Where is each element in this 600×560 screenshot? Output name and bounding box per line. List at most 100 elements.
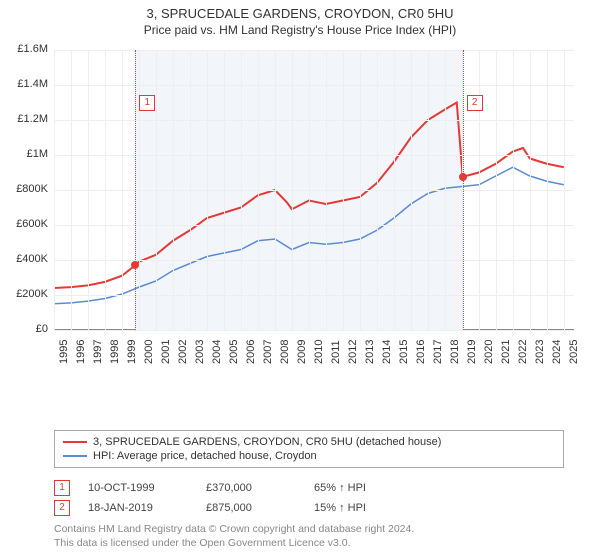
sale-hpi: 15% ↑ HPI [314, 502, 424, 514]
sales-row: 2 18-JAN-2019 £875,000 15% ↑ HPI [54, 498, 564, 518]
sale-price: £875,000 [206, 502, 296, 514]
x-axis-label: 2017 [432, 340, 444, 364]
x-axis-label: 2025 [568, 340, 580, 364]
gridline [445, 50, 446, 330]
x-axis-label: 2018 [449, 340, 461, 364]
gridline [173, 50, 174, 330]
x-axis-label: 2022 [517, 340, 529, 364]
sale-hpi: 65% ↑ HPI [314, 482, 424, 494]
x-axis-label: 1998 [109, 340, 121, 364]
gridline [326, 50, 327, 330]
gridline [275, 50, 276, 330]
gridline [343, 50, 344, 330]
marker-badge: 1 [139, 95, 155, 111]
x-axis-label: 1997 [92, 340, 104, 364]
legend-label: 3, SPRUCEDALE GARDENS, CROYDON, CR0 5HU … [93, 436, 441, 448]
gridline [564, 50, 565, 330]
x-axis-label: 2013 [364, 340, 376, 364]
gridline [105, 50, 106, 330]
footer-line: Contains HM Land Registry data © Crown c… [54, 522, 564, 536]
y-axis-label: £600K [0, 218, 48, 230]
gridline [71, 50, 72, 330]
marker-line [463, 50, 464, 330]
x-axis-label: 2010 [313, 340, 325, 364]
gridline [139, 50, 140, 330]
gridline [394, 50, 395, 330]
gridline [309, 50, 310, 330]
gridline [241, 50, 242, 330]
chart-area: £0 £200K £400K £600K £800K £1M £1.2M £1.4M £1.6M… [0, 44, 600, 384]
x-axis-label: 2009 [296, 340, 308, 364]
gridline [122, 50, 123, 330]
gridline [513, 50, 514, 330]
x-axis-label: 1996 [75, 340, 87, 364]
gridline [258, 50, 259, 330]
x-axis-label: 2004 [211, 340, 223, 364]
y-axis-label: £1.4M [0, 78, 48, 90]
gridline [156, 50, 157, 330]
y-axis-label: £0 [0, 323, 48, 335]
sale-date: 18-JAN-2019 [88, 502, 188, 514]
x-axis-label: 2020 [483, 340, 495, 364]
chart-subtitle: Price paid vs. HM Land Registry's House … [0, 21, 600, 37]
sale-point [131, 261, 139, 269]
x-axis-label: 2019 [466, 340, 478, 364]
sale-point [459, 173, 467, 181]
y-axis-label: £400K [0, 253, 48, 265]
gridline [360, 50, 361, 330]
y-axis-label: £1M [0, 148, 48, 160]
x-axis-label: 2016 [415, 340, 427, 364]
sales-row: 1 10-OCT-1999 £370,000 65% ↑ HPI [54, 478, 564, 498]
x-axis-label: 2000 [143, 340, 155, 364]
y-axis-label: £1.6M [0, 43, 48, 55]
legend: 3, SPRUCEDALE GARDENS, CROYDON, CR0 5HU … [54, 430, 564, 468]
x-axis-label: 2023 [534, 340, 546, 364]
legend-swatch [63, 455, 87, 457]
x-axis-label: 2003 [194, 340, 206, 364]
gridline [224, 50, 225, 330]
x-axis-label: 1999 [126, 340, 138, 364]
legend-swatch [63, 441, 87, 443]
chart-lines [0, 44, 574, 332]
gridline [530, 50, 531, 330]
gridline [54, 50, 55, 330]
legend-item: HPI: Average price, detached house, Croy… [63, 449, 555, 463]
x-axis-label: 2024 [551, 340, 563, 364]
x-axis-label: 2012 [347, 340, 359, 364]
sale-date: 10-OCT-1999 [88, 482, 188, 494]
x-axis-label: 2006 [245, 340, 257, 364]
gridline [88, 50, 89, 330]
x-axis-label: 2008 [279, 340, 291, 364]
marker-badge: 2 [54, 500, 70, 516]
gridline [54, 330, 574, 331]
x-axis-label: 1995 [58, 340, 70, 364]
gridline [428, 50, 429, 330]
legend-item: 3, SPRUCEDALE GARDENS, CROYDON, CR0 5HU … [63, 435, 555, 449]
legend-label: HPI: Average price, detached house, Croy… [93, 450, 317, 462]
gridline [207, 50, 208, 330]
y-axis-label: £200K [0, 288, 48, 300]
marker-badge: 1 [54, 480, 70, 496]
x-axis-label: 2015 [398, 340, 410, 364]
gridline [377, 50, 378, 330]
gridline [411, 50, 412, 330]
x-axis-label: 2021 [500, 340, 512, 364]
marker-line [135, 50, 136, 330]
gridline [292, 50, 293, 330]
chart-title: 3, SPRUCEDALE GARDENS, CROYDON, CR0 5HU [0, 0, 600, 21]
gridline [547, 50, 548, 330]
y-axis-label: £800K [0, 183, 48, 195]
x-axis-label: 2011 [330, 340, 342, 364]
x-axis-label: 2007 [262, 340, 274, 364]
footer-attribution: Contains HM Land Registry data © Crown c… [54, 522, 564, 550]
x-axis-label: 2005 [228, 340, 240, 364]
y-axis-label: £1.2M [0, 113, 48, 125]
x-axis-label: 2001 [160, 340, 172, 364]
marker-badge: 2 [467, 95, 483, 111]
sale-price: £370,000 [206, 482, 296, 494]
gridline [479, 50, 480, 330]
sales-table: 1 10-OCT-1999 £370,000 65% ↑ HPI 2 18-JA… [54, 478, 564, 518]
gridline [496, 50, 497, 330]
footer-line: This data is licensed under the Open Gov… [54, 536, 564, 550]
gridline [190, 50, 191, 330]
